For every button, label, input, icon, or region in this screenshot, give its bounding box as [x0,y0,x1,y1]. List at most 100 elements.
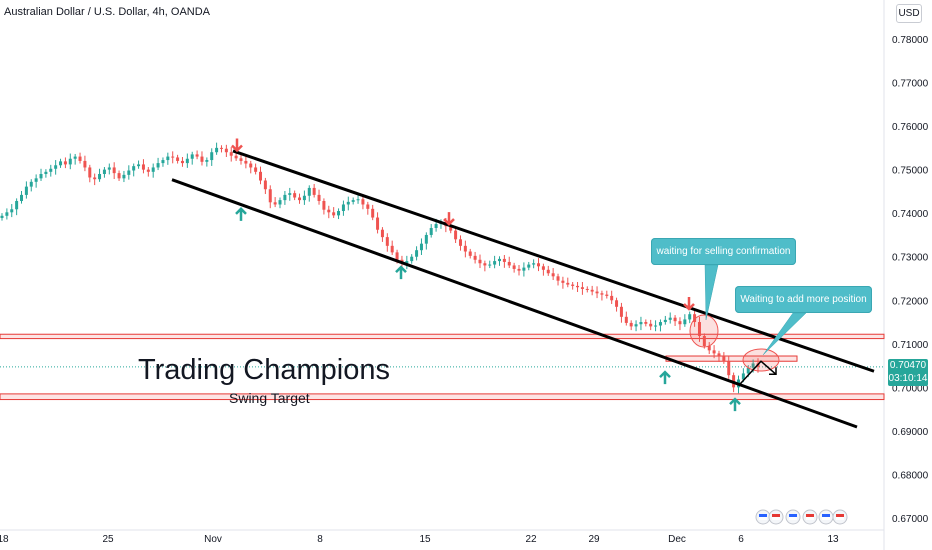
candle-body [478,259,482,264]
sell-arrow-icon [231,138,243,153]
candle-body [712,350,716,354]
candle-body [259,171,263,181]
candle-body [268,189,272,203]
candle-body [180,160,184,164]
candle-body [693,314,697,323]
y-tick-label: 0.68000 [892,470,929,481]
candle-body [741,373,745,380]
candle-body [171,156,175,158]
candle-body [605,294,609,296]
candle-body [107,167,111,170]
candle-body [98,173,102,180]
candle-body [302,195,306,201]
candle-body [317,194,321,201]
candle-body [224,148,228,153]
candle-body [678,321,682,325]
last-price-tag: 0.70470 03:10:14 [888,359,928,386]
flag-stripe [772,517,780,520]
candle-body [512,265,516,269]
add-position-callout: Waiting to add more position [735,286,872,313]
candle-body [283,194,287,201]
candle-body [132,166,136,171]
candle-body [361,199,365,205]
candle-body [473,255,477,260]
candle-body [376,217,380,230]
candle-body [146,169,150,172]
currency-button[interactable]: USD [896,4,922,23]
candle-body [410,256,414,262]
flag-stripe [759,517,767,520]
flag-stripe [836,517,844,520]
candle-body [532,263,536,265]
buy-arrow-icon [729,397,741,412]
buy-arrow-icon [235,207,247,221]
candle-body [190,154,194,159]
candle-body [20,194,24,201]
candle-body [663,319,667,323]
candle-body [10,209,14,213]
sell-arrow-icon [683,296,695,311]
candle-body [200,156,204,162]
candle-body [507,261,511,266]
candle-body [234,155,238,159]
y-tick-label: 0.78000 [892,35,929,46]
candle-body [73,156,77,159]
candle-body [215,147,219,153]
candle-body [624,316,628,323]
candle-body [454,230,458,240]
candle-body [59,161,63,166]
candle-body [424,234,428,244]
y-tick-label: 0.74000 [892,209,929,220]
candle-body [497,258,501,262]
candle-body [527,264,531,268]
y-tick-label: 0.77000 [892,79,929,90]
candle-body [649,323,653,327]
flag-stripe [806,517,814,520]
y-tick-label: 0.67000 [892,514,929,525]
candle-body [44,171,48,174]
flag-stripe [822,517,830,520]
candle-body [244,160,248,164]
candle-body [327,209,331,213]
candle-body [366,204,370,209]
x-tick-label: Dec [668,534,686,545]
y-tick-label: 0.75000 [892,166,929,177]
candle-body [78,156,82,161]
candle-body [683,319,687,325]
candle-body [644,322,648,324]
candle-body [288,193,292,195]
x-tick-label: 13 [827,534,839,545]
candle-body [580,287,584,289]
candle-body [117,173,121,179]
candle-body [263,180,267,190]
x-tick-label: 18 [0,534,9,545]
candle-body [380,229,384,238]
brand-subtitle: Swing Target [229,390,310,406]
sr-zone [0,393,885,401]
flag-stripe [789,517,797,520]
callout-pointer [704,264,719,321]
candle-body [546,269,550,274]
candle-body [195,154,199,157]
candle-body [556,276,560,281]
candle-body [356,199,360,201]
candle-body [551,273,555,277]
candle-body [249,163,253,168]
candle-body [5,212,9,216]
candle-body [278,200,282,205]
candle-body [727,361,731,376]
candle-body [346,201,350,205]
candle-body [673,317,677,322]
candle-body [488,264,492,266]
candle-body [590,289,594,292]
candle-body [210,152,214,161]
flag-stripe [759,514,767,517]
x-tick-label: 8 [317,534,323,545]
candle-body [332,212,336,216]
chart-title: Australian Dollar / U.S. Dollar, 4h, OAN… [4,6,211,18]
candle-body [458,239,462,246]
candle-body [254,167,258,172]
candle-body [629,322,633,327]
x-tick-label: 6 [738,534,744,545]
